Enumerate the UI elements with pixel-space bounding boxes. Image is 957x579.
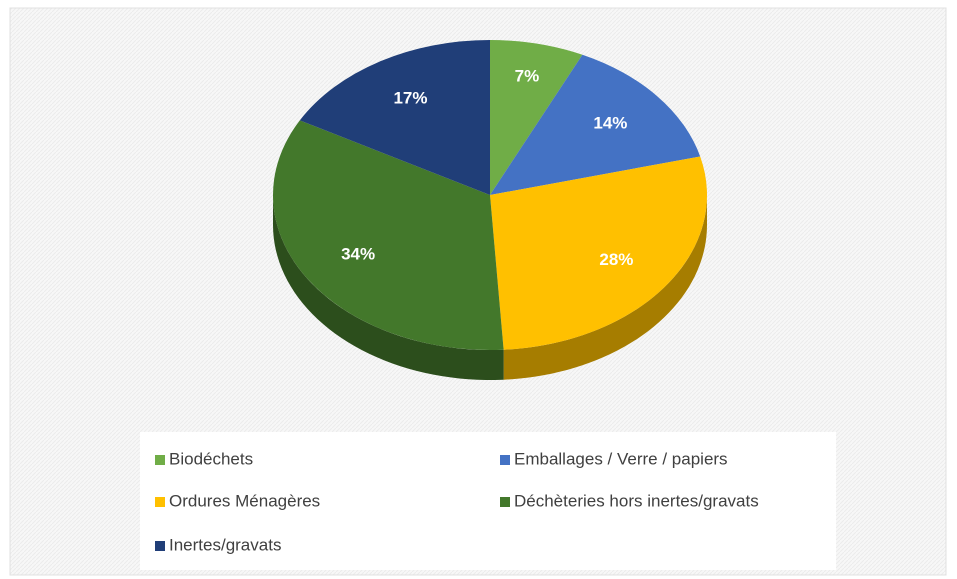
legend-label: Déchèteries hors inertes/gravats — [514, 491, 759, 510]
legend-label: Biodéchets — [169, 449, 253, 468]
value-label: 28% — [599, 250, 633, 269]
value-label: 14% — [593, 113, 627, 132]
slice-side — [503, 195, 707, 380]
legend-label: Inertes/gravats — [169, 535, 281, 554]
slice-side — [273, 195, 504, 380]
value-label: 34% — [341, 244, 375, 263]
slice — [490, 54, 701, 196]
value-label: 7% — [515, 66, 540, 85]
legend-box — [140, 432, 836, 570]
legend-label: Emballages / Verre / papiers — [514, 449, 728, 468]
legend-swatch — [500, 497, 510, 507]
legend-swatch — [500, 455, 510, 465]
legend-swatch — [155, 541, 165, 551]
slice — [299, 40, 490, 195]
value-label: 17% — [393, 88, 427, 107]
legend-label: Ordures Ménagères — [169, 491, 320, 510]
slice — [490, 40, 583, 195]
slice — [490, 156, 707, 350]
legend-swatch — [155, 497, 165, 507]
slice — [273, 120, 504, 351]
legend-swatch — [155, 455, 165, 465]
